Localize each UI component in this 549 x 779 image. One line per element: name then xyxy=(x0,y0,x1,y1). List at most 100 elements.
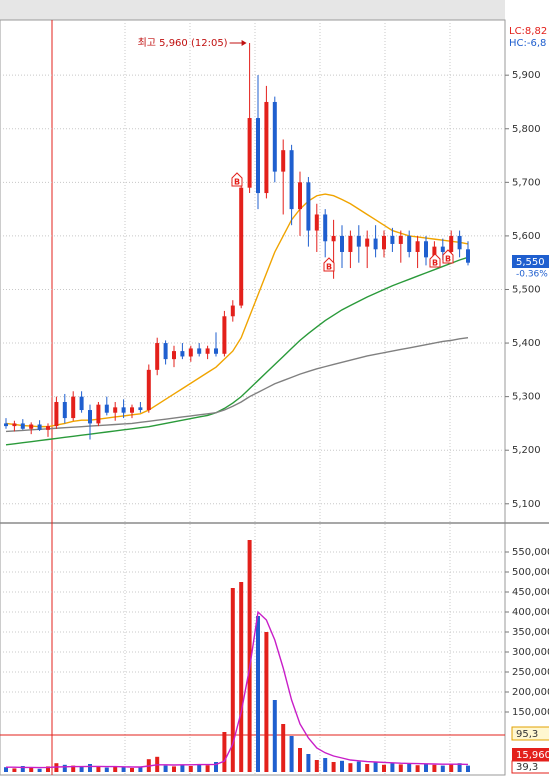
y-tick-label: 5,600 xyxy=(512,231,541,242)
candle-body xyxy=(264,101,269,194)
tag-box xyxy=(512,748,549,761)
volume-bar xyxy=(205,765,210,772)
y-tick-label: 5,800 xyxy=(512,124,541,135)
candle-body xyxy=(239,187,244,306)
volume-bar xyxy=(331,762,336,772)
corner-label: LC:8,82 xyxy=(509,26,547,37)
moving-average xyxy=(6,610,469,769)
volume-bar xyxy=(79,766,84,772)
signal-label: B xyxy=(234,178,240,187)
moving-average xyxy=(5,256,469,446)
signal-label: B xyxy=(326,263,332,272)
volume-bar xyxy=(424,764,428,772)
volume-bar xyxy=(62,764,67,772)
tag-box xyxy=(511,726,549,741)
candle-body xyxy=(247,118,252,188)
candle-body xyxy=(256,118,260,194)
candle-body xyxy=(432,246,437,258)
signal-marker xyxy=(231,172,243,187)
y-tick-label: 350,000 xyxy=(512,627,549,638)
candle-body xyxy=(440,246,445,252)
candle-body xyxy=(197,348,202,354)
volume-bar xyxy=(71,765,76,772)
volume-bar xyxy=(29,768,34,772)
volume-bar xyxy=(365,764,370,772)
y-tick-label: 200,000 xyxy=(512,687,549,698)
volume-bar xyxy=(407,763,412,772)
candle-body xyxy=(365,238,370,247)
candle-body xyxy=(138,407,143,411)
candle-body xyxy=(188,348,193,357)
candle-body xyxy=(146,369,151,411)
volume-bar xyxy=(222,732,227,772)
candle-body xyxy=(373,238,378,250)
volume-bar xyxy=(180,764,185,772)
signal-marker xyxy=(323,257,335,272)
volume-bar xyxy=(323,758,328,772)
candle-body xyxy=(104,404,109,413)
volume-bar xyxy=(440,765,445,772)
candle-body xyxy=(172,351,176,360)
volume-bar xyxy=(121,767,126,772)
candle-body xyxy=(205,348,210,354)
candle-body xyxy=(88,410,92,424)
volume-bar xyxy=(172,766,176,772)
candle-body xyxy=(20,423,25,429)
tag-box xyxy=(511,760,549,774)
volume-bar xyxy=(37,768,42,772)
signal-marker xyxy=(442,249,454,264)
volume-bar xyxy=(415,765,420,772)
candle-body xyxy=(62,401,67,419)
candle-body xyxy=(314,214,319,231)
candle-body xyxy=(155,343,160,370)
y-tick-label: 550,000 xyxy=(512,547,549,558)
volume-bar xyxy=(281,724,286,772)
y-tick-label: 5,100 xyxy=(512,499,541,510)
value-tag: 15,960 xyxy=(516,750,549,761)
volume-bar xyxy=(214,762,218,772)
signal-label: B xyxy=(432,259,438,268)
candle-body xyxy=(12,423,17,427)
volume-bar xyxy=(298,748,302,772)
candle-body xyxy=(214,348,218,354)
volume-bar xyxy=(256,616,260,772)
y-tick-label: 5,200 xyxy=(512,445,541,456)
volume-bar xyxy=(382,764,386,772)
volume-bar xyxy=(348,763,353,772)
volume-bar xyxy=(188,766,193,772)
candle-body xyxy=(340,235,344,252)
candle-body xyxy=(46,426,50,430)
y-tick-label: 300,000 xyxy=(512,647,549,658)
volume-bar xyxy=(20,766,25,772)
volume-bar xyxy=(398,764,403,772)
signal-label: B xyxy=(445,255,451,264)
candle-body xyxy=(348,235,353,252)
volume-bar xyxy=(104,767,109,772)
volume-bar xyxy=(356,761,361,772)
volume-bar xyxy=(449,764,454,772)
candle-body xyxy=(4,423,8,427)
candle-body xyxy=(37,424,42,430)
candle-body xyxy=(424,241,428,258)
candle-body xyxy=(79,396,84,411)
volume-bar xyxy=(138,766,143,772)
volume-bar xyxy=(130,768,134,772)
volume-bar xyxy=(239,582,244,772)
volume-bar xyxy=(272,700,277,772)
candle-body xyxy=(323,214,328,242)
volume-bar xyxy=(457,763,462,772)
candle-body xyxy=(356,235,361,247)
volume-bar xyxy=(163,765,168,772)
candle-body xyxy=(407,235,412,252)
volume-bar xyxy=(306,754,311,772)
y-tick-label: 150,000 xyxy=(512,707,549,718)
corner-label: HC:-6,8 xyxy=(509,38,546,49)
value-tag: 95,3 xyxy=(516,729,538,740)
annotation-arrowhead xyxy=(241,40,247,47)
volume-bar xyxy=(373,762,378,772)
candle-body xyxy=(163,343,168,360)
volume-bar xyxy=(12,768,17,772)
candle-body xyxy=(398,235,403,244)
y-tick-label: 5,400 xyxy=(512,338,541,349)
